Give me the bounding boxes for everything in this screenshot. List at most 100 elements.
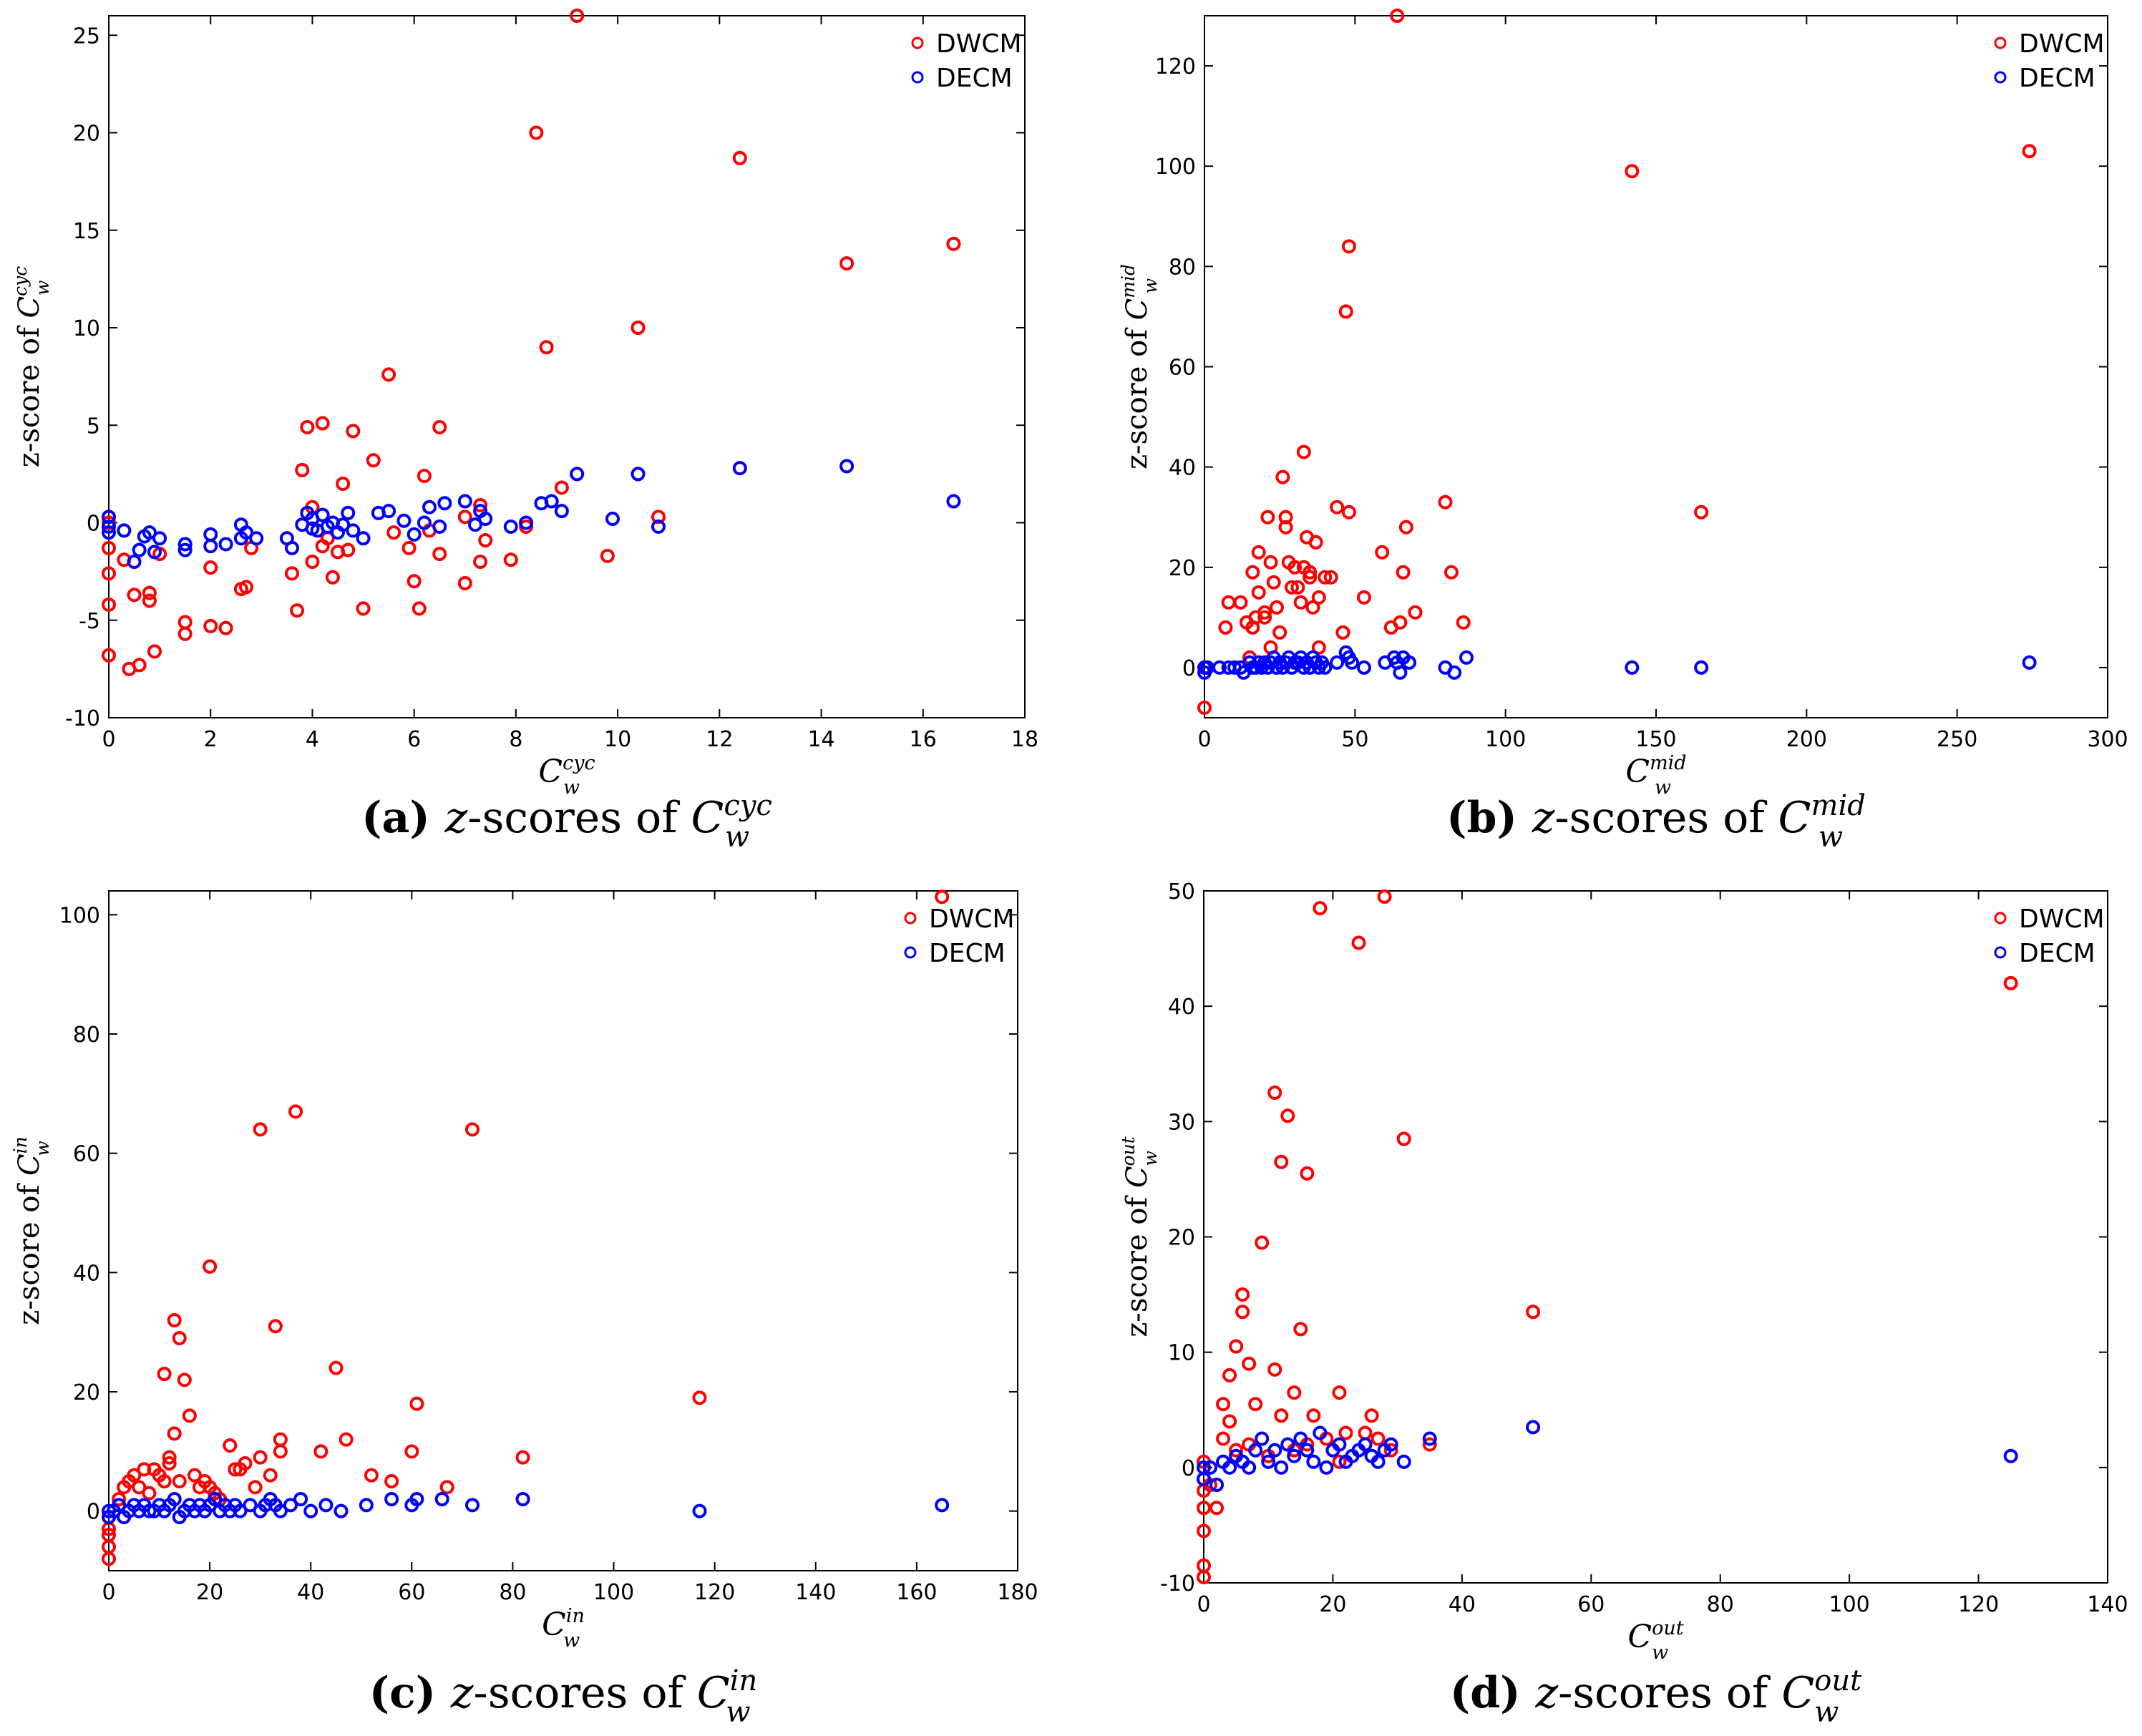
- point-decm: [117, 523, 132, 538]
- point-dwcm: [631, 321, 646, 335]
- point-decm: [407, 527, 422, 542]
- point-dwcm: [1526, 1305, 1541, 1320]
- point-dwcm: [157, 1367, 172, 1381]
- x-tick-label: 120: [1958, 1592, 1999, 1617]
- x-tick-label: 18: [1011, 727, 1038, 752]
- point-decm: [946, 494, 961, 509]
- point-dwcm: [539, 340, 554, 355]
- panel-caption: (b) z-scores of Cmid w: [1446, 789, 1866, 854]
- point-dwcm: [1332, 1454, 1347, 1469]
- point-dwcm: [946, 236, 961, 251]
- series-decm: [1197, 1420, 2018, 1493]
- y-tick-label: 5: [87, 414, 100, 439]
- panel-a: 0 2 4 6 8 10 12 14 16 18 -10 -5 0 5 10 15 20 25 Ccyc w z-sco…: [10, 9, 1038, 854]
- point-dwcm: [465, 1122, 479, 1137]
- panel-caption: (a) z-scores of Ccyc w: [361, 789, 772, 854]
- y-tick-label: 120: [1155, 54, 1196, 79]
- point-dwcm: [1332, 1385, 1347, 1400]
- point-dwcm: [1255, 1235, 1270, 1250]
- point-dwcm: [407, 574, 422, 589]
- point-dwcm: [1222, 1414, 1237, 1429]
- y-tick-label: -10: [1160, 1571, 1195, 1596]
- point-dwcm: [2003, 975, 2018, 990]
- x-tick-label: 160: [896, 1580, 937, 1605]
- point-dwcm: [1218, 620, 1233, 635]
- x-tick-label: 40: [297, 1580, 324, 1605]
- point-dwcm: [1197, 1523, 1211, 1538]
- y-tick-label: 15: [73, 219, 100, 244]
- point-dwcm: [1422, 1437, 1437, 1452]
- y-tick-label: 0: [1182, 1456, 1195, 1481]
- point-dwcm: [1274, 1408, 1289, 1423]
- point-decm: [417, 515, 432, 530]
- legend-marker-decm: [1994, 71, 2007, 84]
- point-decm: [1422, 1431, 1437, 1446]
- point-decm: [384, 1492, 399, 1506]
- legend-marker-dwcm: [911, 36, 924, 49]
- point-decm: [239, 525, 253, 540]
- y-tick-label: 50: [1168, 879, 1195, 904]
- point-dwcm: [1235, 1305, 1250, 1320]
- point-decm: [605, 512, 620, 527]
- point-dwcm: [239, 580, 253, 595]
- point-decm: [167, 1492, 182, 1506]
- point-dwcm: [1323, 570, 1338, 585]
- x-tick-label: 120: [694, 1580, 735, 1605]
- point-dwcm: [346, 424, 361, 439]
- point-decm: [203, 527, 218, 542]
- point-decm: [1274, 1460, 1289, 1475]
- series-decm: [102, 1492, 950, 1524]
- y-axis-label-group: z-score of Ccycw: [10, 266, 53, 467]
- point-decm: [1197, 1471, 1211, 1486]
- point-dwcm: [1341, 239, 1356, 254]
- x-tick-label: 12: [706, 727, 733, 752]
- point-dwcm: [305, 555, 320, 569]
- panel-caption: (d) z-scores of Cout w: [1450, 1664, 1862, 1729]
- point-decm: [554, 504, 569, 519]
- point-decm: [1356, 660, 1371, 675]
- x-tick-label: 0: [1197, 727, 1211, 752]
- series-dwcm: [1197, 9, 2037, 715]
- series-decm: [1197, 645, 2037, 680]
- point-dwcm: [384, 1474, 399, 1488]
- point-decm: [478, 512, 493, 527]
- point-dwcm: [1306, 1408, 1321, 1423]
- point-dwcm: [457, 575, 472, 590]
- point-decm: [1318, 660, 1333, 675]
- point-dwcm: [162, 1450, 177, 1465]
- point-decm: [1287, 1448, 1302, 1463]
- y-tick-label: -5: [79, 609, 100, 634]
- point-decm: [1261, 1454, 1276, 1469]
- y-tick-label: 80: [73, 1023, 100, 1048]
- x-tick-label: 10: [604, 727, 631, 752]
- point-dwcm: [432, 547, 447, 562]
- point-dwcm: [203, 618, 218, 633]
- point-dwcm: [223, 1438, 238, 1453]
- point-dwcm: [1284, 580, 1299, 595]
- x-tick-label: 80: [1707, 1592, 1734, 1617]
- point-decm: [249, 531, 264, 546]
- x-tick-label: 180: [997, 1580, 1038, 1605]
- x-axis-label: Cmid w: [1625, 752, 1686, 799]
- point-dwcm: [102, 1528, 116, 1542]
- legend-label-decm: DECM: [936, 64, 1013, 93]
- point-dwcm: [1398, 520, 1413, 535]
- point-dwcm: [600, 548, 615, 563]
- x-axis-label: Cin w: [542, 1605, 585, 1652]
- x-axis-label: Ccyc w: [538, 752, 595, 799]
- point-dwcm: [1383, 1443, 1398, 1458]
- point-decm: [1526, 1420, 1541, 1435]
- point-decm: [293, 1492, 308, 1506]
- point-dwcm: [1197, 700, 1212, 715]
- point-decm: [468, 517, 482, 532]
- y-tick-label: 20: [1169, 556, 1196, 581]
- y-axis-label: z-score of Cmidw: [1118, 264, 1161, 469]
- legend-label-dwcm: DWCM: [2019, 29, 2105, 59]
- point-dwcm: [203, 560, 218, 575]
- point-dwcm: [127, 587, 142, 603]
- point-dwcm: [1300, 1166, 1315, 1181]
- point-dwcm: [1197, 1501, 1211, 1516]
- point-dwcm: [1235, 1287, 1250, 1302]
- plot-frame: [108, 15, 1026, 718]
- point-dwcm: [1287, 1385, 1302, 1400]
